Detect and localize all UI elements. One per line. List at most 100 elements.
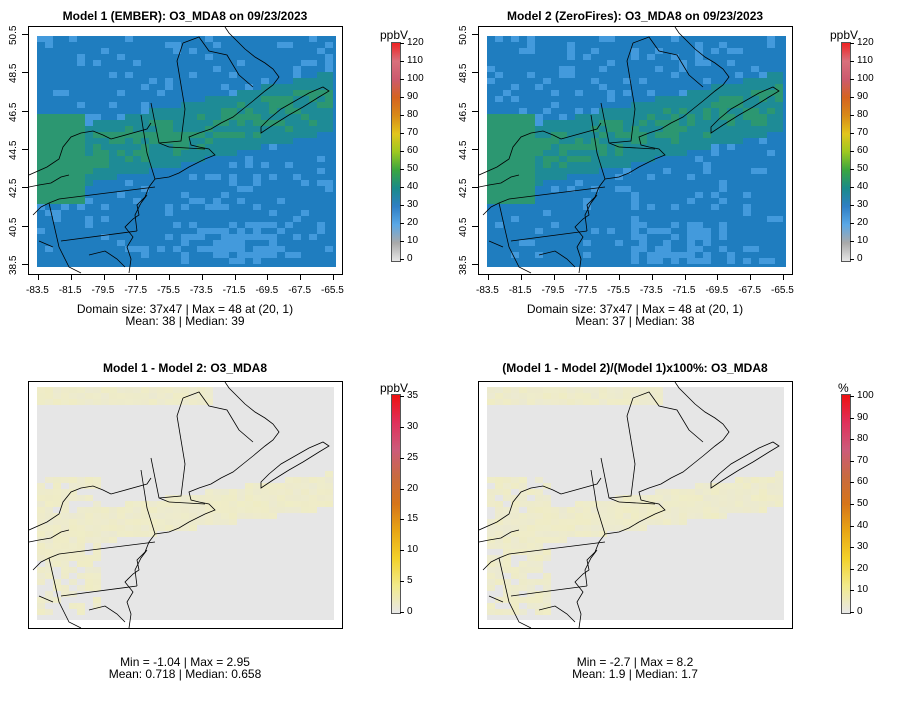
field-cell	[45, 36, 53, 42]
colorbar-tick-label: 100	[857, 73, 874, 84]
field-cell	[309, 234, 317, 240]
field-cell	[583, 513, 591, 519]
field-cell	[69, 144, 77, 150]
field-cell	[213, 138, 221, 144]
field-cell	[221, 246, 229, 252]
stats-line-2: Mean: 37 | Median: 38	[575, 314, 695, 328]
field-cell	[519, 393, 527, 399]
field-cell	[519, 387, 527, 393]
field-cell	[61, 543, 69, 549]
field-cell	[109, 102, 117, 108]
field-cell	[535, 519, 543, 525]
field-cell	[77, 495, 85, 501]
field-cell	[631, 258, 639, 264]
field-cell	[775, 114, 783, 120]
field-cell	[647, 132, 655, 138]
field-cell	[567, 393, 575, 399]
field-cell	[519, 156, 527, 162]
field-cell	[77, 120, 85, 126]
field-cell	[591, 78, 599, 84]
field-cell	[535, 162, 543, 168]
field-cell	[301, 90, 309, 96]
boundary-path	[479, 485, 562, 531]
field-cell	[543, 126, 551, 132]
colorbar-tick-mark	[850, 43, 854, 44]
field-cell	[205, 387, 213, 393]
colorbar-tick-mark	[400, 97, 404, 98]
field-cell	[511, 603, 519, 609]
field-cell	[535, 144, 543, 150]
field-cell	[623, 90, 631, 96]
field-cell	[237, 120, 245, 126]
field-cell	[69, 537, 77, 543]
x-tick-label: -79.5	[91, 285, 115, 296]
field-cell	[117, 192, 125, 198]
field-cell	[301, 84, 309, 90]
field-cell	[37, 126, 45, 132]
field-cell	[93, 549, 101, 555]
field-cell	[759, 507, 767, 513]
field-cell	[751, 246, 759, 252]
field-cell	[551, 162, 559, 168]
field-cell	[53, 168, 61, 174]
field-cell	[511, 495, 519, 501]
field-cell	[261, 483, 269, 489]
field-cell	[237, 132, 245, 138]
field-cell	[221, 507, 229, 513]
field-cell	[767, 84, 775, 90]
colorbar-tick-mark	[400, 259, 404, 260]
field-cell	[767, 114, 775, 120]
field-cell	[487, 489, 495, 495]
colorbar-tick-label: 90	[407, 91, 419, 102]
field-cell	[141, 501, 149, 507]
field-cell	[527, 513, 535, 519]
field-cell	[85, 567, 93, 573]
field-cell	[109, 132, 117, 138]
boundary-path	[574, 382, 730, 628]
field-cell	[93, 555, 101, 561]
y-tick-mark	[472, 72, 478, 74]
field-cell	[687, 144, 695, 150]
field-cell	[37, 120, 45, 126]
field-cell	[695, 258, 703, 264]
field-cell	[237, 60, 245, 66]
field-cell	[719, 513, 727, 519]
field-cell	[751, 501, 759, 507]
panel-title: Model 2 (ZeroFires): O3_MDA8 on 09/23/20…	[506, 9, 764, 23]
field-cell	[45, 42, 53, 48]
field-cell	[623, 513, 631, 519]
field-cell	[61, 495, 69, 501]
field-cell	[173, 507, 181, 513]
field-cell	[735, 126, 743, 132]
stats-line-2: Mean: 38 | Median: 39	[125, 314, 245, 328]
field-cell	[53, 120, 61, 126]
field-cell	[245, 96, 253, 102]
field-cell	[69, 180, 77, 186]
field-cell	[535, 114, 543, 120]
field-cell	[543, 597, 551, 603]
field-cell	[77, 144, 85, 150]
field-cell	[53, 495, 61, 501]
field-cell	[655, 393, 663, 399]
field-cell	[325, 495, 333, 501]
field-cell	[117, 150, 125, 156]
field-cell	[69, 531, 77, 537]
colorbar-tick-label: 80	[857, 109, 869, 120]
field-cell	[535, 591, 543, 597]
field-cell	[503, 198, 511, 204]
field-cell	[575, 126, 583, 132]
colorbar-tick-mark	[850, 568, 854, 570]
field-cell	[695, 138, 703, 144]
field-cell	[157, 144, 165, 150]
field-cell	[173, 393, 181, 399]
field-cell	[623, 501, 631, 507]
y-tick-mark	[22, 110, 28, 112]
field-cell	[117, 387, 125, 393]
field-cell	[487, 585, 495, 591]
field-cell	[309, 477, 317, 483]
field-cell	[719, 180, 727, 186]
field-cell	[157, 132, 165, 138]
field-cell	[125, 126, 133, 132]
y-tick-label: 50.5	[8, 25, 19, 45]
field-cell	[735, 120, 743, 126]
